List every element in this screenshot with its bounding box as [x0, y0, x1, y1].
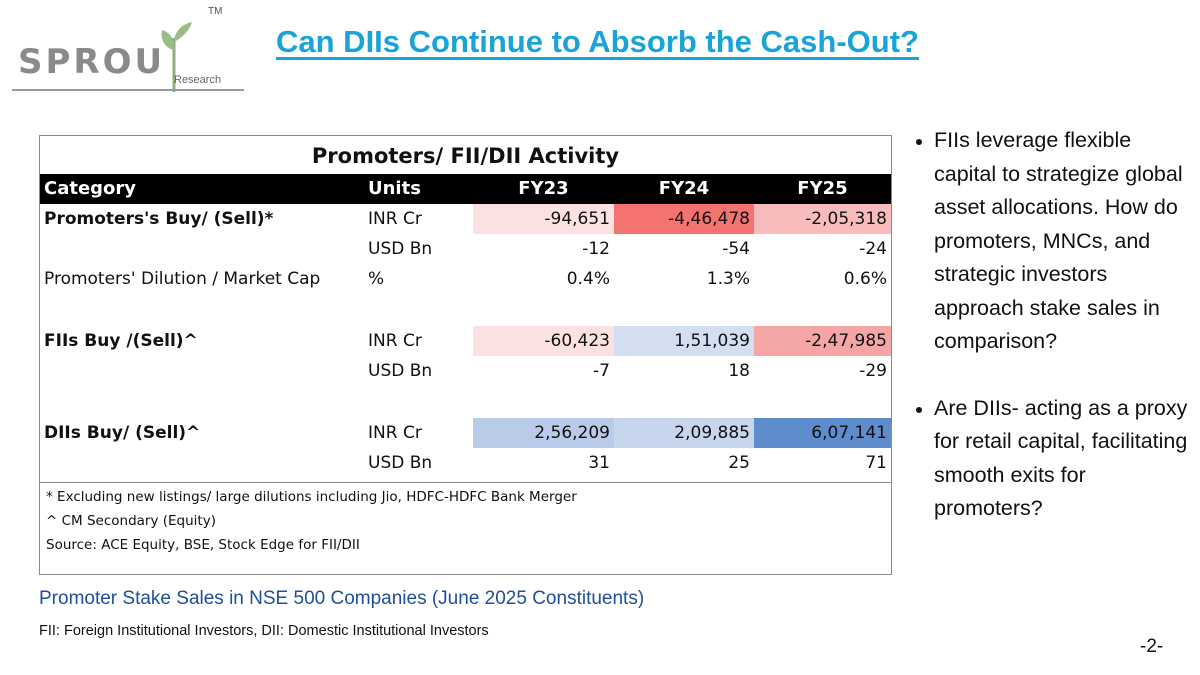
table-note: * Excluding new listings/ large dilution…	[46, 489, 577, 505]
row-value-fy25: -2,47,985	[754, 326, 891, 356]
header-category: Category	[44, 178, 137, 199]
row-value-fy23: -60,423	[473, 326, 614, 356]
row-value-fy24: 18	[614, 356, 754, 386]
row-value-fy24: -54	[614, 234, 754, 264]
row-unit: USD Bn	[368, 453, 433, 473]
page-title: Can DIIs Continue to Absorb the Cash-Out…	[276, 24, 919, 59]
row-unit: USD Bn	[368, 361, 433, 381]
table-header-row: Category Units FY23 FY24 FY25	[40, 174, 891, 204]
bullet-text: Are DIIs- acting as a proxy for retail c…	[934, 395, 1188, 521]
row-value-fy25: 0.6%	[754, 264, 891, 294]
header-fy23: FY23	[518, 178, 569, 199]
row-value-fy23: -7	[473, 356, 614, 386]
row-category	[44, 234, 364, 264]
table-row: Promoters' Dilution / Market Cap% 0.4% 1.3…	[40, 264, 891, 294]
page-number: -2-	[1140, 636, 1164, 657]
bullet-item: Are DIIs- acting as a proxy for retail c…	[910, 392, 1195, 526]
row-value-fy24: 2,09,885	[614, 418, 754, 448]
table-row: DIIs Buy/ (Sell)^ INR Cr 2,56,209 2,09,885 6…	[40, 418, 891, 448]
row-value-fy24: 25	[614, 448, 754, 478]
table-row: FIIs Buy /(Sell)^ INR Cr -60,423 1,51,039 -2…	[40, 326, 891, 356]
activity-table: Promoters/ FII/DII Activity Category Uni…	[39, 135, 892, 575]
logo-research-label: Research	[174, 74, 222, 86]
table-row: USD Bn -12 -54 -24	[40, 234, 891, 264]
row-category: FIIs Buy /(Sell)^	[44, 331, 198, 351]
table-row: USD Bn -7 18 -29	[40, 356, 891, 386]
table-note: ^ CM Secondary (Equity)	[46, 513, 216, 529]
table-row: Promoters's Buy/ (Sell)* INR Cr -94,651 -4,…	[40, 204, 891, 234]
row-value-fy25: -2,05,318	[754, 204, 891, 234]
row-unit: INR Cr	[368, 209, 422, 229]
row-category: Promoters's Buy/ (Sell)*	[44, 209, 274, 229]
row-value-fy24: 1,51,039	[614, 326, 754, 356]
row-value-fy25: -24	[754, 234, 891, 264]
row-value-fy23: 0.4%	[473, 264, 614, 294]
row-value-fy24: 1.3%	[614, 264, 754, 294]
header-fy24: FY24	[658, 178, 710, 199]
row-unit: INR Cr	[368, 331, 422, 351]
table-title: Promoters/ FII/DII Activity	[311, 144, 620, 168]
bullet-text: FIIs leverage flexible capital to strate…	[934, 128, 1183, 353]
row-value-fy23: -12	[473, 234, 614, 264]
table-source-note: Source: ACE Equity, BSE, Stock Edge for …	[46, 537, 360, 553]
bullet-dot	[916, 406, 922, 413]
row-value-fy25: -29	[754, 356, 891, 386]
row-category	[44, 356, 364, 386]
header-fy25: FY25	[797, 178, 848, 199]
header-units: Units	[368, 178, 421, 199]
row-value-fy23: 31	[473, 448, 614, 478]
table-spacer	[40, 294, 891, 326]
row-value-fy23: 2,56,209	[473, 418, 614, 448]
abbreviation-footnote: FII: Foreign Institutional Investors, DI…	[39, 623, 489, 639]
row-value-fy23: -94,651	[473, 204, 614, 234]
sprout-research-logo: TM SPROU Research	[12, 6, 244, 92]
row-unit: INR Cr	[368, 423, 422, 443]
table-notes: * Excluding new listings/ large dilution…	[40, 482, 891, 557]
row-value-fy24: -4,46,478	[614, 204, 754, 234]
sprout-icon	[161, 22, 192, 92]
row-unit: %	[368, 269, 385, 289]
table-caption: Promoter Stake Sales in NSE 500 Companie…	[39, 588, 645, 609]
bullet-dot	[916, 139, 922, 145]
logo-wordmark: SPROU	[18, 42, 166, 82]
row-category: DIIs Buy/ (Sell)^	[44, 423, 201, 443]
bullet-item: FIIs leverage flexible capital to strate…	[910, 124, 1195, 359]
discussion-bullets: FIIs leverage flexible capital to strate…	[910, 124, 1195, 526]
table-spacer	[40, 386, 891, 418]
logo-underline	[12, 89, 244, 91]
row-value-fy25: 6,07,141	[754, 418, 891, 448]
row-unit: USD Bn	[368, 239, 433, 259]
table-body: Promoters's Buy/ (Sell)* INR Cr -94,651 -4,…	[40, 204, 891, 478]
row-category	[44, 448, 364, 478]
logo-trademark: TM	[208, 6, 223, 17]
row-value-fy25: 71	[754, 448, 891, 478]
table-row: USD Bn 31 25 71	[40, 448, 891, 478]
row-category: Promoters' Dilution / Market Cap	[44, 269, 321, 289]
